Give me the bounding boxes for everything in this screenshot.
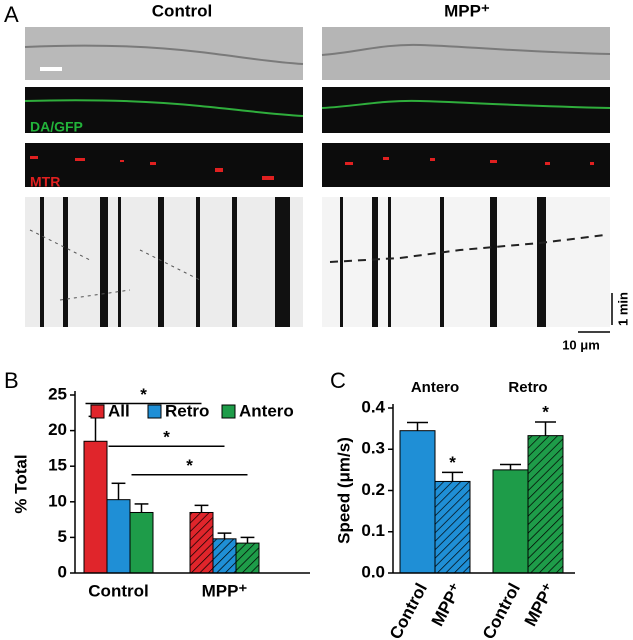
x-tick-label: MPP⁺ <box>428 580 466 629</box>
significance-label: * <box>542 403 549 422</box>
y-tick-label: 0.0 <box>361 562 385 581</box>
legend-label: All <box>108 401 130 420</box>
x-tick-label: Control <box>479 580 524 640</box>
time-scale-label: 1 min <box>615 292 630 326</box>
bar <box>189 511 214 574</box>
y-tick-label: 20 <box>48 420 67 439</box>
panel-label: A <box>4 2 19 27</box>
column-title: MPP⁺ <box>444 1 490 20</box>
bar <box>106 499 131 574</box>
legend-label: Antero <box>239 401 294 420</box>
y-tick-label: 0 <box>58 562 67 581</box>
bar <box>129 511 154 574</box>
column-title: Control <box>152 1 212 20</box>
y-tick-label: 15 <box>48 456 67 475</box>
y-tick-label: 0.2 <box>361 480 385 499</box>
x-tick-label: Control <box>386 580 431 640</box>
panel-label: C <box>330 368 346 393</box>
bar <box>399 430 436 574</box>
bar <box>434 480 471 574</box>
significance-label: * <box>449 453 456 472</box>
length-scale-label: 10 μm <box>562 337 600 352</box>
y-tick-label: 10 <box>48 491 67 510</box>
bar <box>83 440 108 574</box>
y-tick-label: 5 <box>58 527 67 546</box>
group-label: Antero <box>411 379 459 396</box>
significance-label: * <box>186 456 193 475</box>
channel-label: DA/GFP <box>30 119 83 135</box>
y-tick-label: 0.1 <box>361 521 385 540</box>
legend-swatch <box>147 404 162 419</box>
y-tick-label: 0.3 <box>361 439 385 458</box>
panel-label: B <box>4 368 19 393</box>
bar <box>235 542 260 574</box>
bar <box>527 435 564 574</box>
brightfield-images <box>24 27 611 80</box>
gfp-images <box>24 87 611 133</box>
legend-label: Retro <box>165 401 209 420</box>
y-axis-label: Speed (μm/s) <box>334 437 353 544</box>
mtr-images <box>25 143 610 187</box>
y-tick-label: 0.4 <box>361 397 385 416</box>
y-axis-label: % Total <box>11 454 30 513</box>
y-tick-label: 25 <box>48 384 67 403</box>
group-label: Retro <box>508 379 547 396</box>
significance-label: * <box>163 428 170 447</box>
x-tick-label: MPP⁺ <box>202 581 248 600</box>
x-tick-label: Control <box>88 581 148 600</box>
bar <box>492 469 529 574</box>
legend-swatch <box>90 404 105 419</box>
legend-swatch <box>221 404 236 419</box>
bar <box>212 538 237 574</box>
channel-label: MTR <box>30 174 60 190</box>
x-tick-label: MPP⁺ <box>521 580 559 629</box>
significance-label: * <box>140 385 147 404</box>
kymographs <box>25 197 610 327</box>
